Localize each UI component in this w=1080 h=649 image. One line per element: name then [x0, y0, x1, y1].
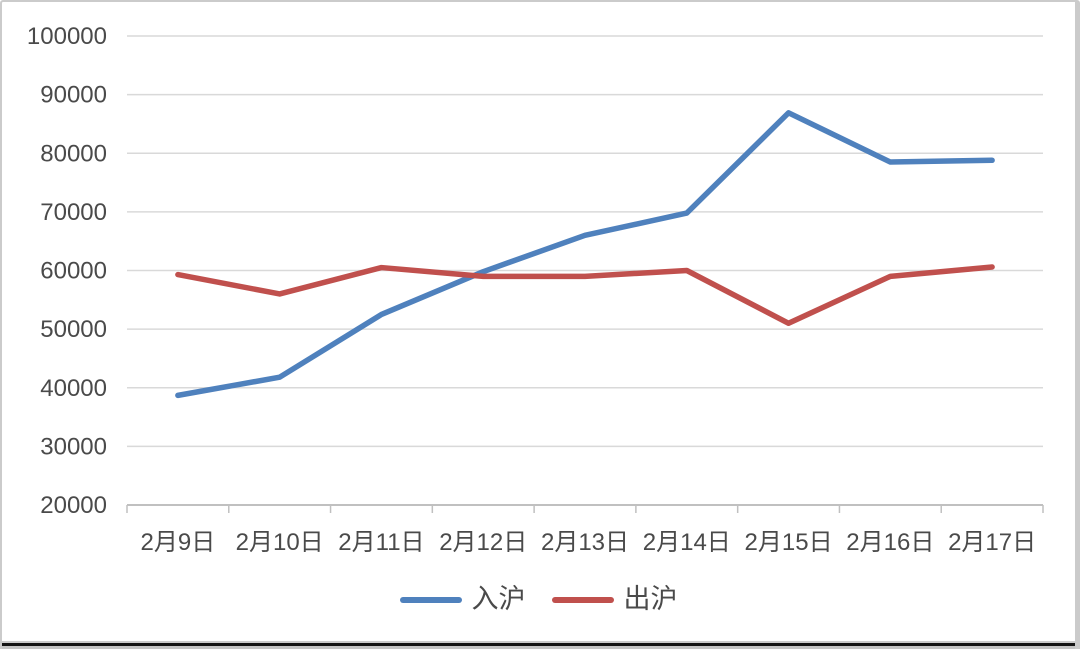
y-tick-label: 40000 — [40, 375, 107, 402]
bottom-gray-line — [2, 641, 1075, 643]
legend-label: 出沪 — [623, 584, 678, 614]
bottom-black-bar — [2, 643, 1075, 646]
line-chart: 20000 30000 40000 50000 60000 70000 80000 90000… — [27, 23, 1044, 556]
x-tick-label: 2月12日 — [439, 529, 527, 556]
y-tick-label: 50000 — [40, 316, 107, 343]
legend: 入沪 出沪 — [2, 586, 1075, 613]
bottom-gray-strip — [2, 646, 1075, 649]
y-tick-label: 20000 — [40, 492, 107, 519]
series-line-出沪 — [175, 264, 995, 327]
x-tick-label: 2月13日 — [541, 529, 629, 556]
y-tick-label: 60000 — [40, 258, 107, 285]
window-bottom-edge — [2, 641, 1075, 649]
y-tick-label: 30000 — [40, 433, 107, 460]
x-tick-label: 2月14日 — [643, 529, 731, 556]
series-line-入沪 — [175, 110, 995, 399]
x-tick-label: 2月10日 — [236, 529, 324, 556]
y-tick-label: 90000 — [40, 82, 107, 109]
y-tick-label: 70000 — [40, 199, 107, 226]
y-tick-label: 100000 — [27, 23, 107, 50]
x-tick-label: 2月11日 — [338, 529, 424, 556]
legend-swatch-blue-line — [399, 596, 462, 603]
x-tick-label: 2月16日 — [846, 529, 934, 556]
legend-label: 入沪 — [471, 584, 526, 614]
y-tick-label: 80000 — [40, 140, 107, 167]
x-tick-label: 2月15日 — [745, 529, 833, 556]
x-tick-label: 2月9日 — [141, 529, 216, 556]
legend-item: 出沪 — [551, 584, 678, 614]
x-tick-label: 2月17日 — [948, 529, 1036, 556]
legend-swatch-red-line — [551, 596, 614, 603]
legend-item: 入沪 — [399, 584, 526, 614]
